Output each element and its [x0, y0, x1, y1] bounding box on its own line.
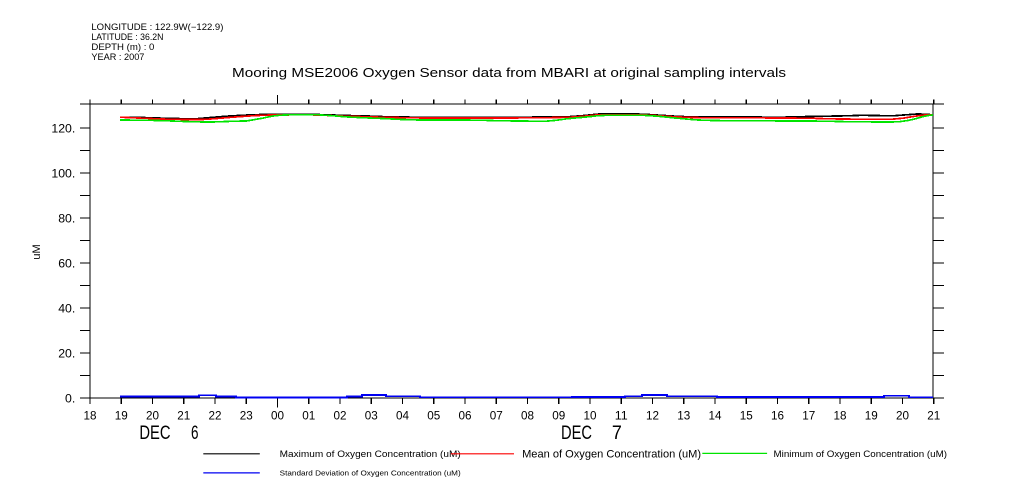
svg-text:09: 09 — [552, 409, 565, 423]
svg-text:100.: 100. — [51, 166, 75, 180]
svg-text:22: 22 — [209, 409, 222, 423]
svg-text:uM: uM — [31, 244, 43, 259]
svg-text:06: 06 — [459, 409, 472, 423]
svg-text:7: 7 — [612, 423, 622, 444]
svg-text:03: 03 — [365, 409, 378, 423]
svg-text:19: 19 — [115, 409, 128, 423]
svg-text:21: 21 — [927, 409, 940, 423]
svg-text:15: 15 — [740, 409, 753, 423]
svg-text:21: 21 — [177, 409, 190, 423]
svg-text:Maximum of Oxygen Concentratio: Maximum of Oxygen Concentration (uM) — [280, 449, 461, 459]
svg-text:02: 02 — [334, 409, 347, 423]
svg-text:Minimum of Oxygen Concentratio: Minimum of Oxygen Concentration (uM) — [774, 449, 948, 459]
svg-text:Mean of Oxygen Concentration (: Mean of Oxygen Concentration (uM) — [522, 449, 701, 461]
svg-text:DEC: DEC — [139, 423, 170, 444]
svg-text:13: 13 — [677, 409, 690, 423]
svg-text:40.: 40. — [58, 301, 75, 315]
svg-text:60.: 60. — [58, 256, 75, 270]
svg-text:Standard Deviation of Oxygen C: Standard Deviation of Oxygen Concentrati… — [280, 469, 461, 478]
svg-text:120.: 120. — [51, 121, 75, 135]
svg-text:01: 01 — [302, 409, 315, 423]
svg-text:23: 23 — [240, 409, 253, 423]
svg-text:14: 14 — [709, 409, 722, 423]
svg-text:LONGITUDE : 122.9W(−122.9): LONGITUDE : 122.9W(−122.9) — [91, 22, 223, 32]
svg-text:DEPTH (m) : 0: DEPTH (m) : 0 — [91, 42, 154, 52]
svg-text:07: 07 — [490, 409, 503, 423]
svg-text:6: 6 — [191, 423, 199, 444]
svg-text:12: 12 — [646, 409, 659, 423]
svg-text:20: 20 — [146, 409, 159, 423]
svg-text:18: 18 — [834, 409, 847, 423]
svg-text:DEC: DEC — [561, 423, 592, 444]
svg-text:0.: 0. — [65, 391, 75, 405]
svg-text:11: 11 — [615, 409, 628, 423]
svg-text:17: 17 — [802, 409, 815, 423]
svg-text:19: 19 — [865, 409, 878, 423]
svg-text:80.: 80. — [58, 211, 75, 225]
svg-text:LATITUDE : 36.2N: LATITUDE : 36.2N — [91, 32, 163, 42]
svg-text:16: 16 — [771, 409, 784, 423]
svg-text:20: 20 — [896, 409, 909, 423]
svg-text:08: 08 — [521, 409, 534, 423]
svg-text:05: 05 — [427, 409, 440, 423]
svg-text:YEAR : 2007: YEAR : 2007 — [91, 52, 144, 62]
svg-text:20.: 20. — [58, 346, 75, 360]
svg-text:04: 04 — [396, 409, 409, 423]
svg-text:10: 10 — [584, 409, 597, 423]
svg-text:00: 00 — [271, 409, 284, 423]
svg-text:Mooring MSE2006 Oxygen Sensor: Mooring MSE2006 Oxygen Sensor data from … — [232, 65, 787, 80]
svg-text:18: 18 — [84, 409, 97, 423]
